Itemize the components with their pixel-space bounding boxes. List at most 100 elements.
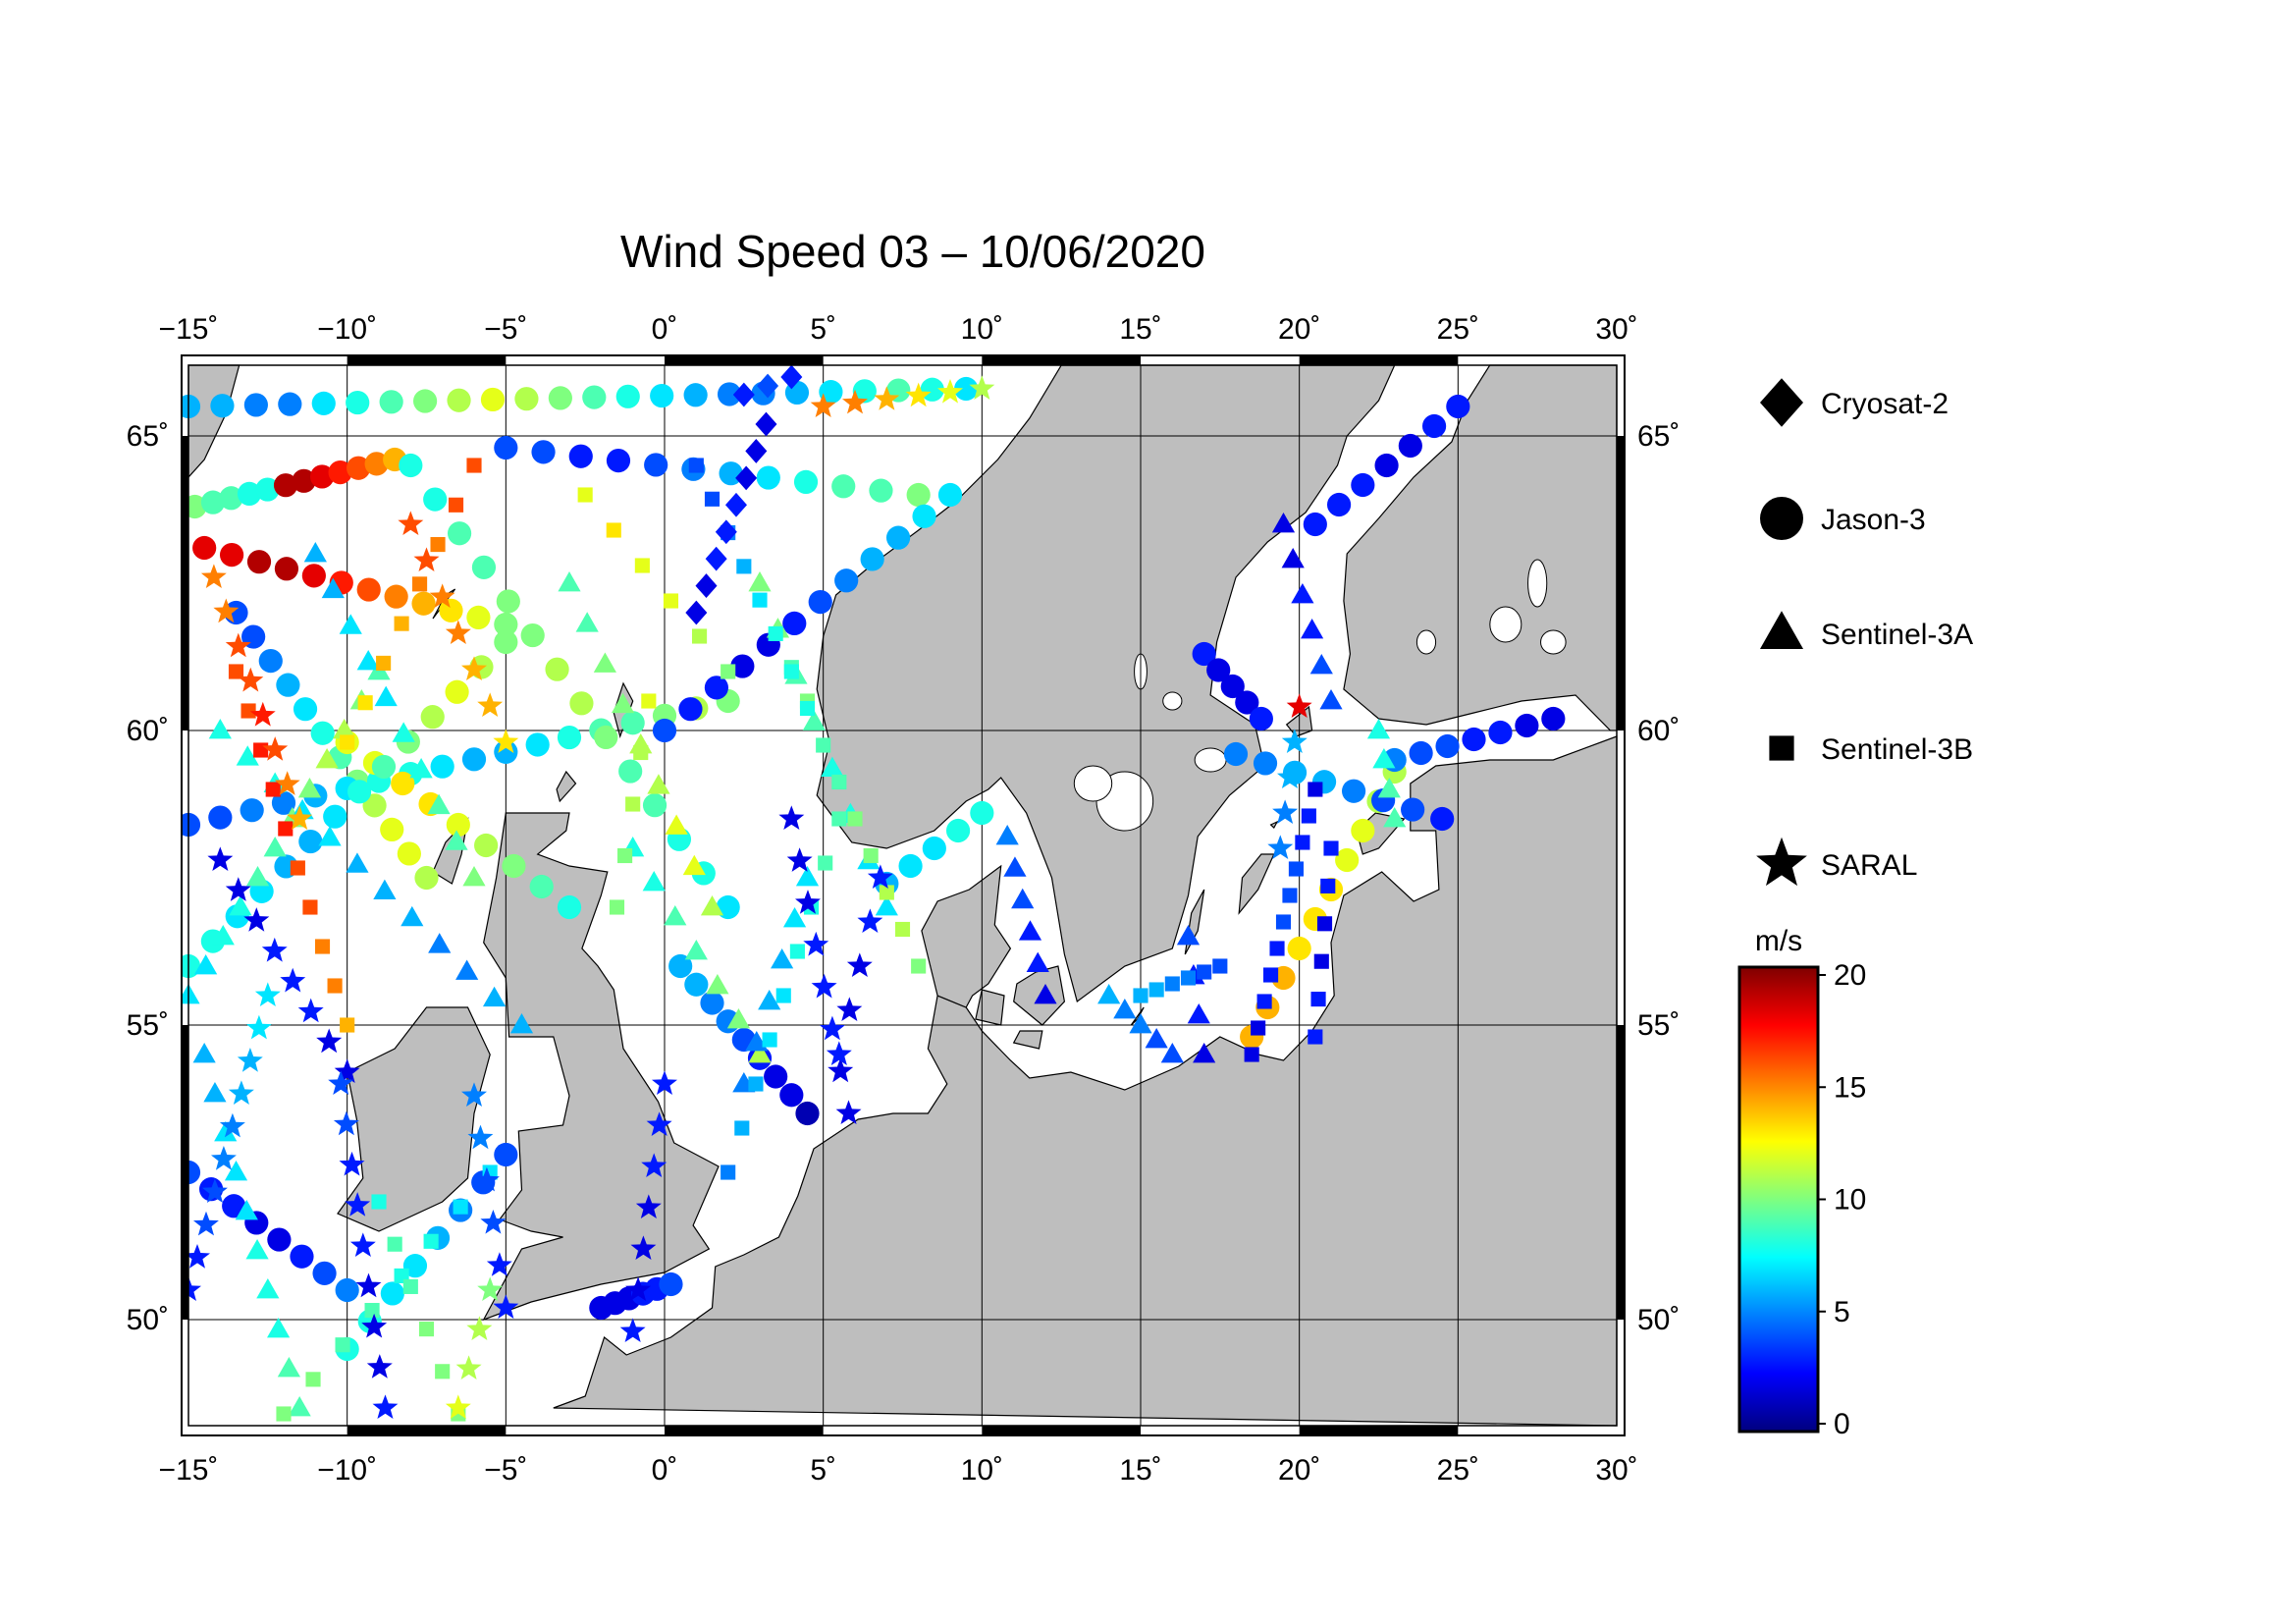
observation-point xyxy=(280,967,306,993)
observation-point xyxy=(229,895,252,916)
observation-point xyxy=(349,1232,376,1257)
observation-point xyxy=(819,1015,845,1041)
observation-point xyxy=(757,373,779,399)
observation-point xyxy=(366,1354,393,1379)
observation-point xyxy=(274,557,299,581)
observation-point xyxy=(1488,720,1513,745)
observation-point xyxy=(937,379,963,404)
observation-point xyxy=(625,796,641,812)
observation-point xyxy=(446,812,470,838)
latitude-tick-label: 55˚ xyxy=(127,1009,169,1042)
observation-point xyxy=(243,393,268,417)
observation-point xyxy=(376,655,392,671)
observation-point xyxy=(448,497,464,513)
observation-point xyxy=(969,375,995,400)
observation-point xyxy=(732,382,755,407)
observation-point xyxy=(717,382,742,406)
observation-point xyxy=(1026,951,1049,972)
observation-point xyxy=(480,1210,507,1234)
observation-point xyxy=(192,1043,216,1063)
observation-point xyxy=(642,871,666,892)
observation-point xyxy=(1018,920,1042,941)
observation-point xyxy=(374,685,398,707)
observation-point xyxy=(496,589,520,614)
observation-point xyxy=(545,657,569,681)
observation-point xyxy=(1263,967,1279,983)
observation-point xyxy=(1267,835,1294,859)
observation-point xyxy=(356,577,381,602)
observation-point xyxy=(301,564,326,588)
longitude-tick-label: −10˚ xyxy=(317,1454,377,1487)
observation-point xyxy=(735,465,758,491)
observation-point xyxy=(412,576,428,592)
observation-point xyxy=(663,593,679,609)
observation-point xyxy=(509,1013,534,1034)
observation-point xyxy=(364,452,389,476)
observation-point xyxy=(641,693,657,709)
observation-point xyxy=(430,537,446,553)
observation-point xyxy=(371,1194,387,1210)
observation-point xyxy=(716,894,740,920)
observation-point xyxy=(786,847,813,872)
observation-point xyxy=(200,564,227,588)
observation-point xyxy=(346,390,370,415)
observation-point xyxy=(818,855,833,871)
longitude-tick-label: 15˚ xyxy=(1119,1454,1161,1487)
observation-point xyxy=(287,805,313,830)
observation-point xyxy=(684,972,709,997)
observation-point xyxy=(799,700,816,717)
observation-point xyxy=(219,542,244,568)
observation-point xyxy=(355,1272,382,1298)
observation-point xyxy=(321,577,345,599)
observation-point xyxy=(606,448,631,473)
observation-point xyxy=(756,465,780,490)
observation-point xyxy=(356,650,380,671)
observation-point xyxy=(898,853,923,879)
colorbar-gradient xyxy=(1737,965,1820,1434)
observation-point xyxy=(1003,856,1027,877)
observation-point xyxy=(185,1244,210,1269)
map-tick-labels: −15˚ −15˚ −10˚ −10˚ −5˚ −5˚ 0˚ 0˚ 5˚ 5˚ 10˚ 10˚ 15˚ 1… xyxy=(127,313,1681,1487)
observation-point xyxy=(525,732,550,757)
observation-point xyxy=(652,718,677,743)
observation-point xyxy=(288,1396,311,1417)
observation-point xyxy=(334,1058,360,1083)
longitude-tick-label: 10˚ xyxy=(961,313,1003,346)
observation-point xyxy=(557,894,582,920)
observation-point xyxy=(311,391,336,415)
observation-point xyxy=(182,394,201,419)
longitude-tick-label: 30˚ xyxy=(1595,313,1637,346)
observation-point xyxy=(340,734,355,750)
observation-point xyxy=(276,1406,292,1422)
observation-point xyxy=(803,931,829,956)
observation-point xyxy=(482,986,507,1007)
observation-point xyxy=(316,1028,343,1054)
legend-item-label: Sentinel-3A xyxy=(1821,619,1973,651)
observation-point xyxy=(361,1313,388,1338)
longitude-tick-label: 25˚ xyxy=(1437,313,1479,346)
observation-point xyxy=(706,974,729,995)
observation-point xyxy=(327,978,343,994)
observation-point xyxy=(618,759,643,784)
observation-point xyxy=(771,948,794,969)
legend-item-sentinel-3a: Sentinel-3A xyxy=(1759,611,1973,651)
observation-point xyxy=(399,453,423,478)
observation-point xyxy=(447,521,472,546)
observation-point xyxy=(1295,835,1310,850)
observation-point xyxy=(245,866,270,887)
observation-point xyxy=(726,1008,751,1029)
observation-point xyxy=(309,464,335,489)
observation-point xyxy=(486,1252,512,1276)
latitude-tick-label: 55˚ xyxy=(1637,1009,1680,1042)
observation-point xyxy=(1256,994,1272,1009)
observation-point xyxy=(277,1357,300,1378)
colorbar-tick-label: 15 xyxy=(1834,1071,1866,1104)
observation-point xyxy=(228,664,244,679)
inner-frame xyxy=(187,364,1618,1427)
observation-point xyxy=(625,1276,651,1301)
observation-point xyxy=(795,1101,820,1126)
colorbar-tick-label: 0 xyxy=(1834,1408,1850,1440)
observation-point xyxy=(328,1070,354,1095)
observation-point xyxy=(262,736,289,761)
latitude-tick-label: 65˚ xyxy=(127,420,169,453)
